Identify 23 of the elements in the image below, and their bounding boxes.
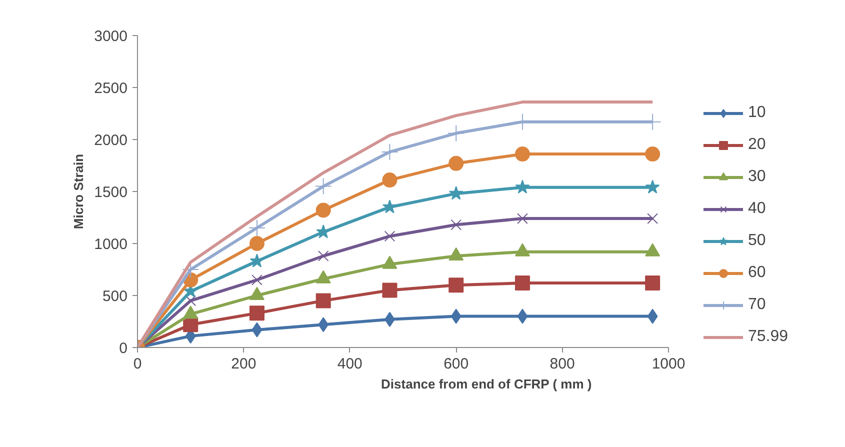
y-tick-label: 500 (102, 288, 128, 305)
y-tick-label: 2500 (94, 80, 128, 97)
legend-label: 60 (748, 264, 767, 282)
legend-label: 70 (748, 296, 767, 314)
x-tick-label: 200 (231, 356, 256, 372)
legend-label: 20 (748, 136, 767, 154)
y-tick-label: 2000 (94, 132, 128, 149)
legend-label: 75.99 (748, 328, 788, 346)
x-tick-label: 0 (133, 356, 142, 372)
y-tick-label: 1500 (94, 184, 128, 201)
legend-label: 10 (748, 104, 767, 122)
y-tick-label: 1000 (94, 236, 128, 253)
x-tick-label: 800 (550, 356, 575, 372)
y-tick-label: 3000 (94, 28, 128, 45)
x-tick-label: 400 (337, 356, 362, 372)
legend-label: 50 (748, 232, 767, 250)
y-tick-label: 0 (119, 340, 128, 357)
x-tick-label: 600 (444, 356, 469, 372)
x-tick-label: 1000 (652, 356, 686, 372)
x-axis-title: Distance from end of CFRP ( mm ) (381, 376, 592, 392)
y-axis-title: Micro Strain (71, 154, 86, 230)
legend-label: 40 (748, 200, 767, 218)
legend-label: 30 (748, 168, 767, 186)
